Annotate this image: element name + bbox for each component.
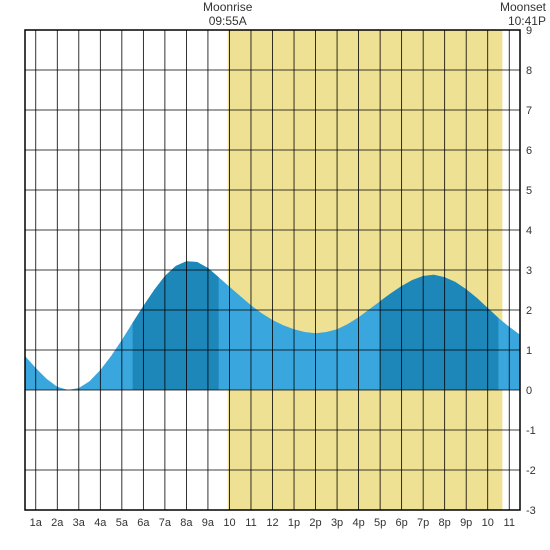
- svg-text:10: 10: [223, 517, 235, 529]
- moonset-time: 10:41P: [508, 14, 546, 28]
- svg-text:4: 4: [526, 225, 532, 237]
- svg-text:2p: 2p: [309, 517, 321, 529]
- moonrise-label: Moonrise 09:55A: [198, 0, 258, 29]
- svg-text:11: 11: [245, 517, 256, 529]
- svg-text:1a: 1a: [30, 517, 43, 529]
- svg-text:7a: 7a: [159, 517, 172, 529]
- svg-text:-1: -1: [526, 425, 536, 437]
- svg-text:10: 10: [482, 517, 494, 529]
- svg-text:2a: 2a: [51, 517, 64, 529]
- svg-text:7p: 7p: [417, 517, 429, 529]
- svg-text:2: 2: [526, 305, 532, 317]
- svg-text:0: 0: [526, 385, 532, 397]
- svg-text:5: 5: [526, 185, 532, 197]
- svg-text:9p: 9p: [460, 517, 472, 529]
- svg-text:3a: 3a: [73, 517, 86, 529]
- svg-text:1: 1: [526, 345, 532, 357]
- svg-text:8a: 8a: [180, 517, 193, 529]
- svg-text:4p: 4p: [352, 517, 364, 529]
- svg-text:3: 3: [526, 265, 532, 277]
- tide-chart: Moonrise 09:55A Moonset 10:41P -3-2-1012…: [0, 0, 550, 550]
- moonrise-title: Moonrise: [203, 0, 252, 14]
- moonrise-time: 09:55A: [209, 14, 247, 28]
- svg-text:11: 11: [504, 517, 515, 529]
- svg-text:12: 12: [266, 517, 278, 529]
- svg-text:1p: 1p: [288, 517, 300, 529]
- svg-text:7: 7: [526, 105, 532, 117]
- moonset-label: Moonset 10:41P: [500, 0, 546, 29]
- svg-text:6: 6: [526, 145, 532, 157]
- svg-text:5p: 5p: [374, 517, 386, 529]
- chart-svg: -3-2-101234567891a2a3a4a5a6a7a8a9a101112…: [0, 0, 550, 550]
- svg-text:-3: -3: [526, 505, 536, 517]
- moonset-title: Moonset: [500, 0, 546, 14]
- svg-text:9a: 9a: [202, 517, 215, 529]
- svg-text:8p: 8p: [439, 517, 451, 529]
- svg-text:6a: 6a: [137, 517, 150, 529]
- svg-text:3p: 3p: [331, 517, 343, 529]
- svg-text:5a: 5a: [116, 517, 129, 529]
- svg-text:4a: 4a: [94, 517, 107, 529]
- svg-text:6p: 6p: [396, 517, 408, 529]
- svg-text:-2: -2: [526, 465, 536, 477]
- svg-text:8: 8: [526, 65, 532, 77]
